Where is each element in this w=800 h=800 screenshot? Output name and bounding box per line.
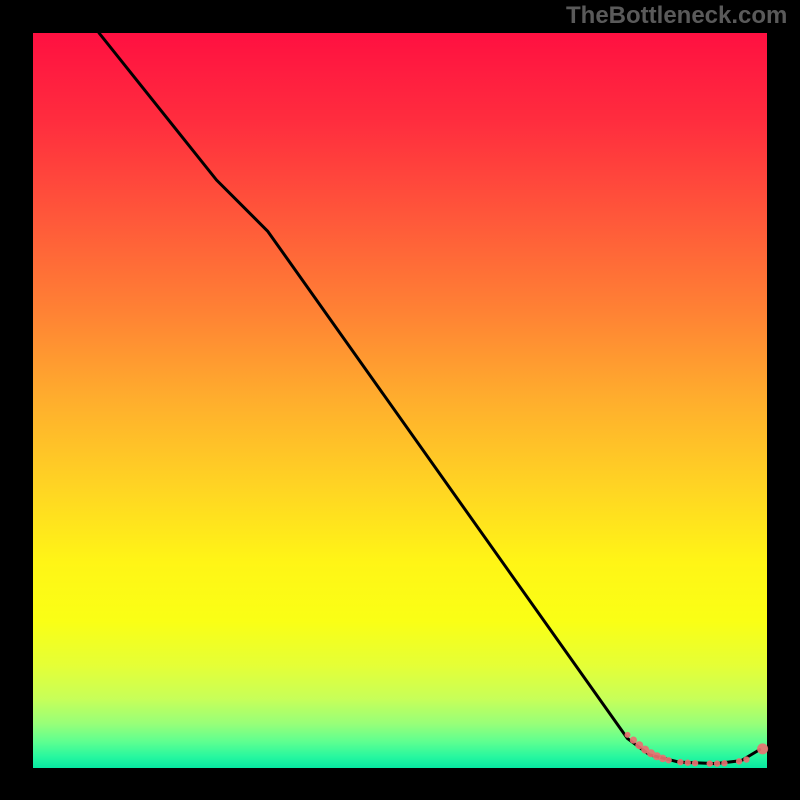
data-point (743, 756, 749, 762)
data-point (665, 757, 671, 763)
plot-background (33, 33, 767, 768)
data-point (692, 760, 698, 766)
data-point (625, 732, 631, 738)
data-point (736, 758, 742, 764)
data-point (677, 759, 683, 765)
data-point (721, 760, 727, 766)
bottleneck-chart (0, 0, 800, 800)
watermark-label: TheBottleneck.com (566, 2, 787, 30)
data-point (714, 760, 720, 766)
data-point (659, 755, 667, 763)
data-point (757, 743, 768, 754)
data-point (630, 736, 637, 743)
data-point (685, 760, 691, 766)
data-point (707, 760, 713, 766)
